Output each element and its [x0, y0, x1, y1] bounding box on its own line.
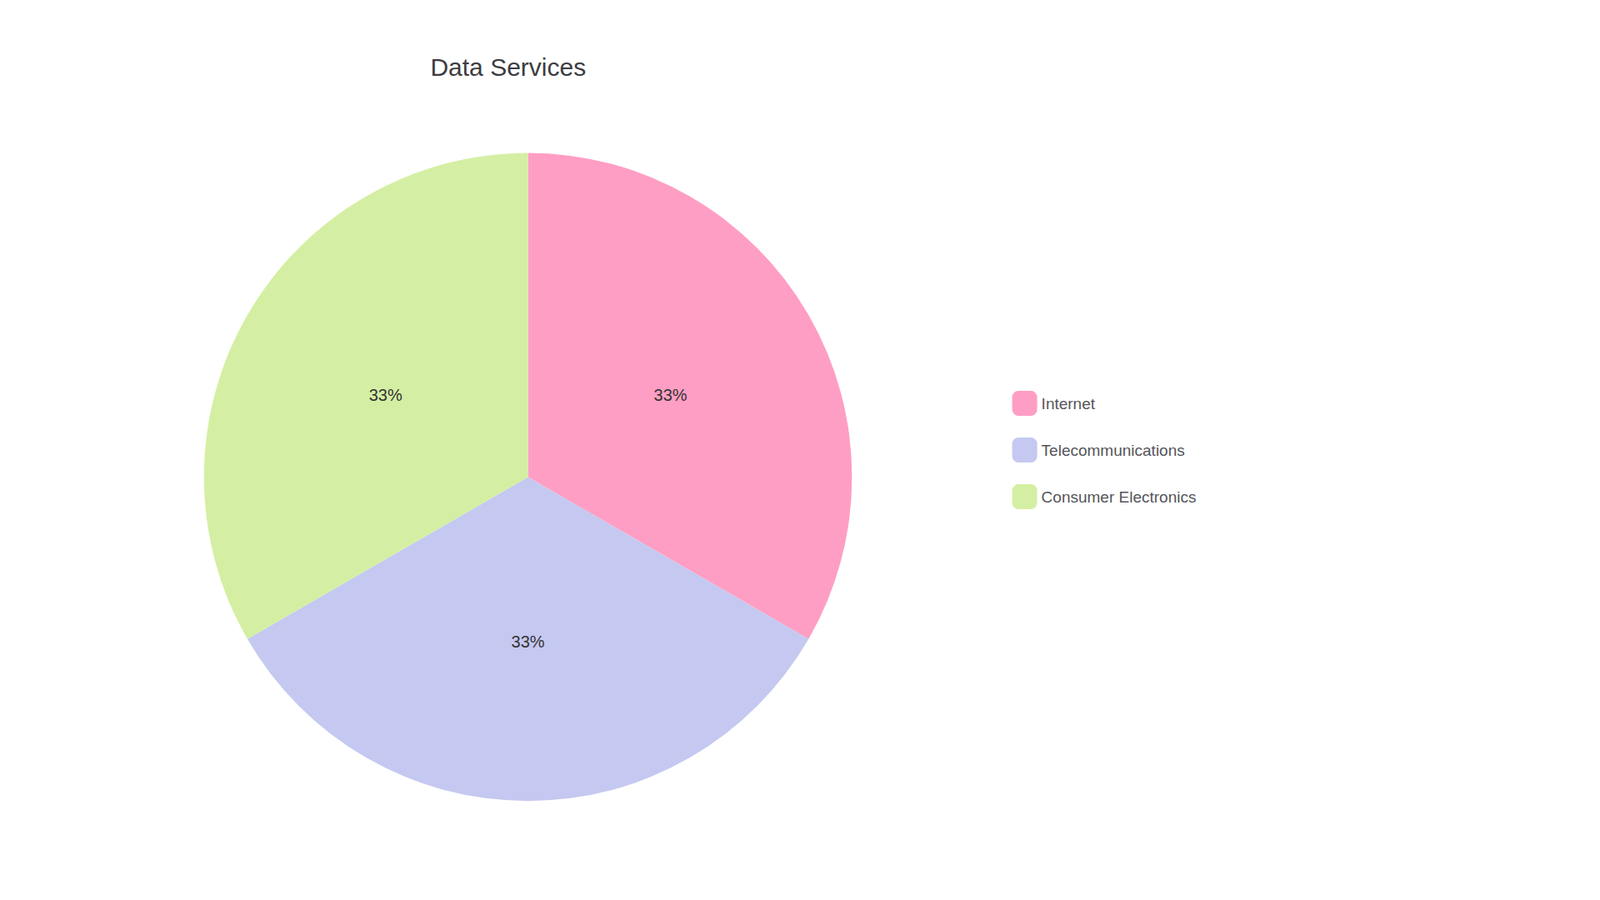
svg-text:Internet: Internet: [1041, 395, 1096, 413]
svg-text:33%: 33%: [369, 385, 403, 405]
svg-text:Consumer Electronics: Consumer Electronics: [1041, 488, 1197, 506]
svg-text:33%: 33%: [511, 632, 545, 651]
svg-text:Data Services: Data Services: [430, 53, 586, 81]
svg-text:33%: 33%: [654, 385, 688, 405]
svg-text:Telecommunications: Telecommunications: [1041, 441, 1185, 460]
